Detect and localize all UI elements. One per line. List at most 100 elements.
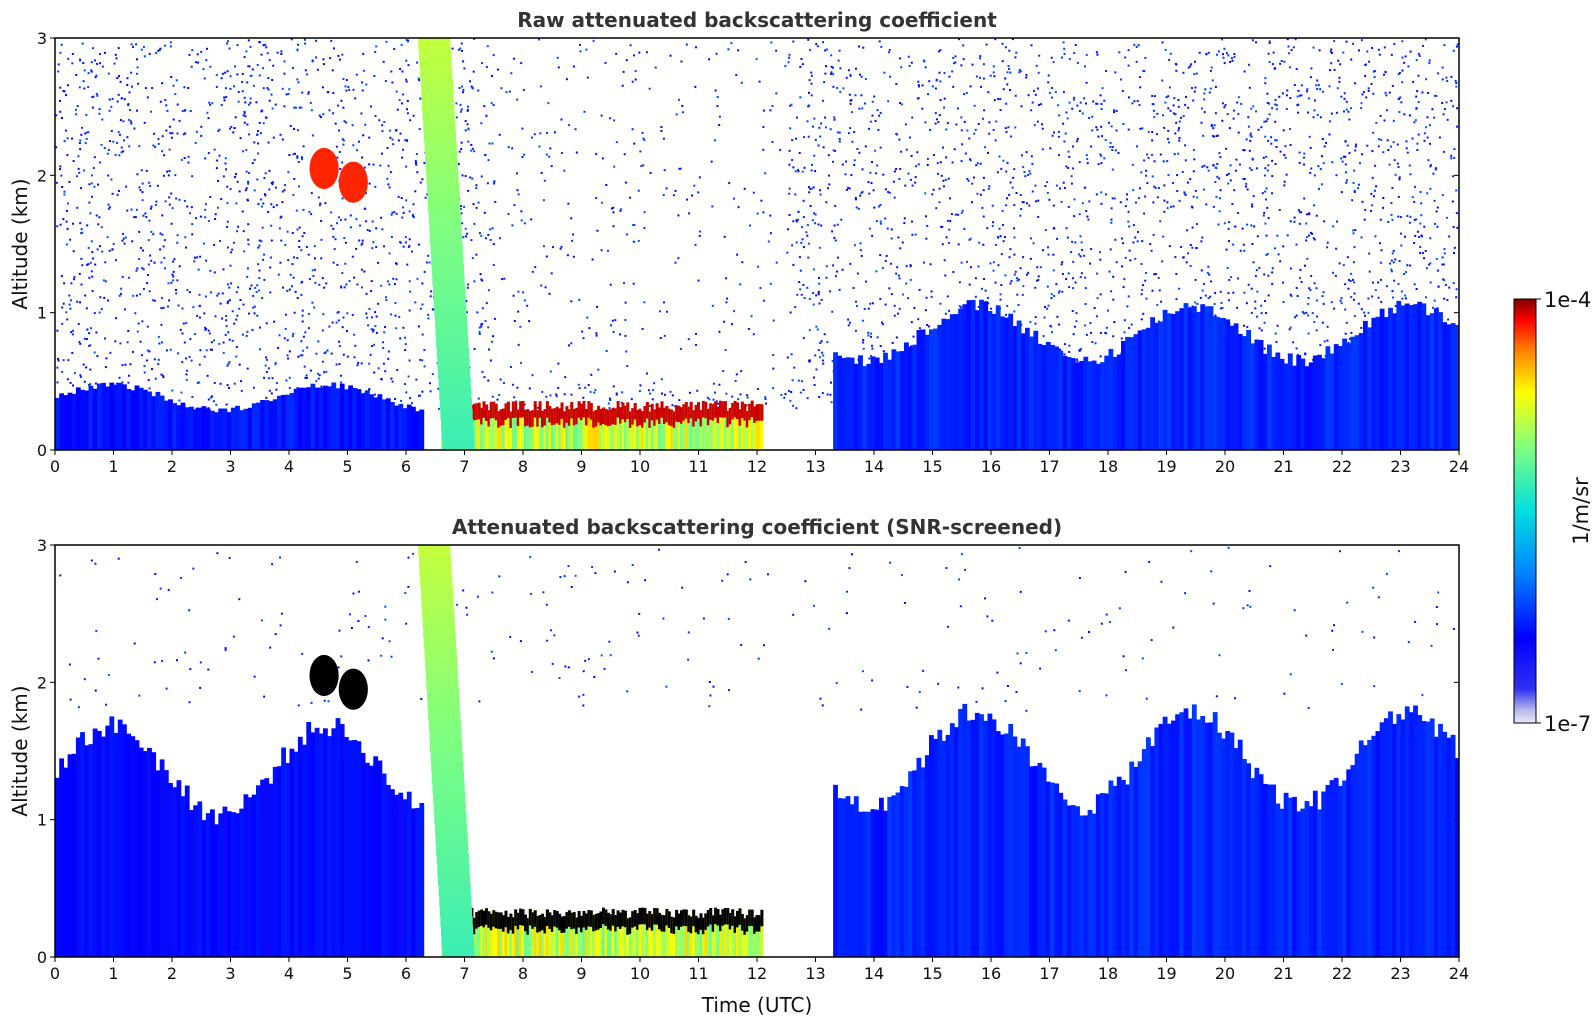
noise-speck: [1367, 89, 1370, 92]
noise-speck: [382, 341, 385, 344]
noise-speck: [1013, 236, 1016, 239]
noise-speck: [1281, 92, 1284, 95]
noise-speck: [1433, 199, 1436, 202]
noise-speck: [899, 102, 901, 105]
raw-cloud-base-2: [514, 401, 518, 418]
noise-speck: [232, 131, 235, 134]
raw-boundary-layer-1: [1383, 317, 1389, 450]
noise-speck: [284, 327, 287, 330]
noise-speck: [1438, 136, 1441, 139]
noise-speck: [853, 159, 856, 162]
noise-speck: [855, 300, 857, 303]
noise-speck: [1293, 216, 1296, 219]
noise-speck: [936, 172, 939, 175]
raw-cloud-base-2: [472, 403, 476, 421]
noise-speck: [1048, 198, 1051, 201]
noise-speck: [1211, 134, 1214, 137]
noise-speck: [88, 344, 91, 347]
noise-speck: [176, 132, 179, 135]
noise-speck: [191, 233, 194, 236]
noise-speck: [1138, 187, 1141, 190]
noise-speck: [1109, 146, 1112, 148]
noise-speck: [271, 181, 274, 184]
noise-speck: [646, 372, 648, 375]
noise-speck: [1264, 300, 1266, 302]
noise-speck: [262, 258, 265, 261]
noise-speck: [1390, 213, 1393, 216]
noise-speck: [1298, 222, 1301, 225]
noise-speck: [563, 169, 566, 172]
noise-speck: [1166, 201, 1169, 204]
noise-speck: [175, 79, 178, 82]
noise-speck: [1201, 289, 1204, 292]
noise-speck: [116, 100, 119, 103]
noise-speck: [1262, 156, 1265, 159]
noise-speck: [391, 380, 394, 383]
raw-boundary-layer-0: [147, 391, 152, 450]
raw-precipitation-column-3: [441, 429, 474, 441]
noise-speck: [91, 195, 93, 198]
raw-boundary-layer-1: [1058, 350, 1064, 450]
noise-speck: [1173, 153, 1176, 156]
noise-speck: [205, 259, 208, 262]
noise-speck: [612, 385, 615, 388]
raw-boundary-layer-0: [92, 388, 98, 450]
noise-speck: [1059, 187, 1061, 190]
noise-speck: [87, 246, 90, 249]
noise-speck: [316, 68, 319, 71]
noise-speck: [1289, 220, 1292, 223]
noise-speck: [270, 392, 273, 395]
noise-speck: [821, 351, 824, 354]
noise-speck: [1387, 221, 1390, 223]
raw-cloud-base-2: [645, 402, 649, 419]
noise-speck: [756, 388, 759, 390]
noise-speck: [1304, 264, 1306, 267]
noise-speck: [1205, 52, 1208, 55]
noise-speck: [265, 322, 268, 325]
noise-speck: [283, 72, 286, 75]
noise-speck: [1047, 304, 1050, 307]
noise-speck: [63, 190, 66, 193]
raw-boundary-layer-1: [1196, 311, 1201, 450]
raw-cloud-base-2-below: [662, 407, 666, 450]
noise-speck: [533, 133, 536, 136]
raw-cloud-base-2-below: [672, 411, 676, 450]
noise-speck: [1263, 347, 1266, 350]
noise-speck: [1162, 114, 1164, 117]
noise-speck: [262, 67, 265, 70]
noise-speck: [209, 65, 212, 68]
raw-cloud-base-2: [665, 405, 669, 423]
noise-speck: [845, 188, 848, 191]
raw-boundary-layer-1: [1287, 353, 1293, 450]
noise-speck: [356, 149, 358, 152]
noise-speck: [361, 156, 363, 159]
noise-speck: [806, 234, 809, 237]
noise-speck: [372, 241, 375, 244]
noise-speck: [259, 132, 262, 135]
noise-speck: [116, 141, 119, 144]
noise-speck: [406, 263, 409, 266]
noise-speck: [1397, 195, 1400, 198]
noise-speck: [223, 96, 226, 99]
noise-speck: [128, 145, 131, 148]
noise-speck: [176, 279, 179, 282]
noise-speck: [697, 191, 700, 194]
noise-speck: [460, 110, 462, 113]
noise-speck: [1185, 95, 1187, 98]
noise-speck: [632, 224, 635, 226]
noise-speck: [946, 295, 949, 298]
noise-speck: [364, 123, 367, 126]
noise-speck: [170, 192, 173, 195]
noise-speck: [478, 330, 481, 333]
noise-speck: [160, 323, 163, 326]
raw-boundary-layer-1: [1000, 316, 1005, 450]
noise-speck: [1079, 276, 1082, 278]
raw-precipitation-column-3: [434, 305, 467, 317]
noise-speck: [971, 63, 974, 66]
noise-speck: [89, 383, 92, 386]
raw-boundary-layer-1: [1388, 307, 1393, 450]
noise-speck: [220, 104, 223, 107]
noise-speck: [257, 142, 260, 145]
noise-speck: [90, 69, 93, 72]
noise-speck: [1042, 335, 1045, 338]
